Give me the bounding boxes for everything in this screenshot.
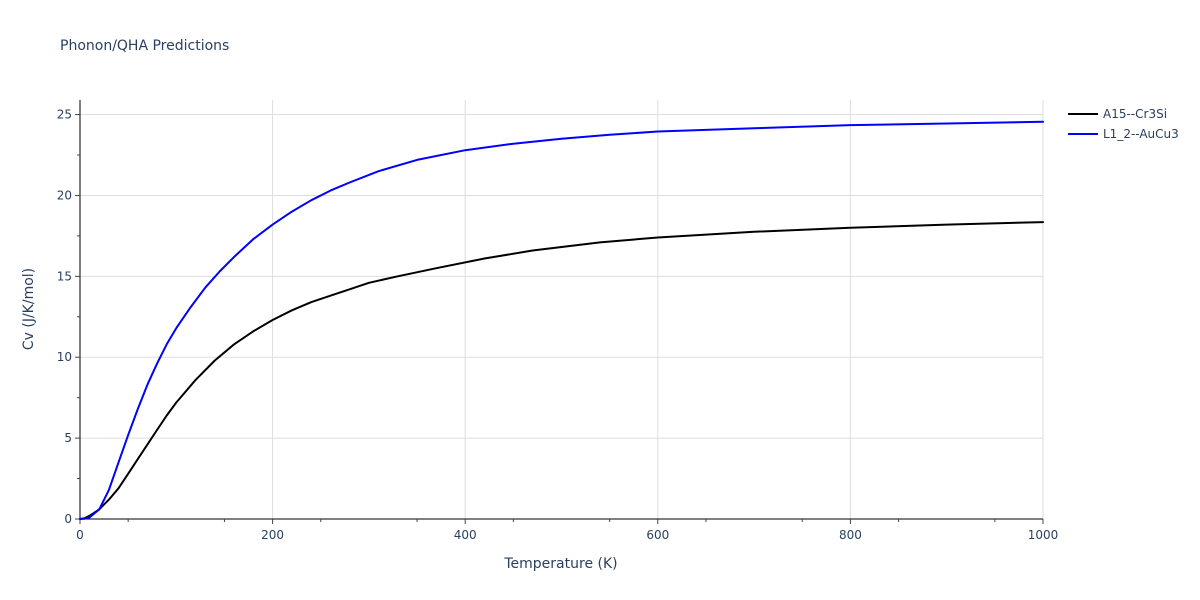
x-axis-title: Temperature (K) bbox=[503, 556, 617, 572]
axes: 0 200 400 600 800 1000 0 5 10 15 20 25 bbox=[57, 100, 1059, 542]
x-tick-label: 600 bbox=[646, 528, 669, 542]
series-line-1[interactable] bbox=[79, 221, 1044, 520]
y-tick-label: 5 bbox=[64, 431, 72, 445]
x-tick-label: 400 bbox=[454, 528, 477, 542]
data-series bbox=[79, 120, 1044, 520]
x-tick-label: 1000 bbox=[1028, 528, 1059, 542]
legend-label-1[interactable]: A15--Cr3Si bbox=[1103, 107, 1167, 121]
legend[interactable]: A15--Cr3Si L1_2--AuCu3 bbox=[1068, 107, 1179, 141]
y-axis-title: Cv (J/K/mol) bbox=[21, 268, 37, 350]
y-tick-label: 15 bbox=[57, 269, 72, 283]
x-tick-label: 200 bbox=[261, 528, 284, 542]
y-tick-label: 0 bbox=[64, 512, 72, 526]
x-tick-label: 800 bbox=[839, 528, 862, 542]
chart-title: Phonon/QHA Predictions bbox=[60, 38, 229, 54]
y-tick-label: 20 bbox=[57, 188, 72, 202]
x-tick-label: 0 bbox=[76, 528, 84, 542]
series-line-2[interactable] bbox=[79, 120, 1044, 520]
legend-label-2[interactable]: L1_2--AuCu3 bbox=[1103, 127, 1179, 141]
y-tick-label: 10 bbox=[57, 350, 72, 364]
y-tick-label: 25 bbox=[57, 108, 72, 122]
grid-lines bbox=[80, 100, 1044, 519]
